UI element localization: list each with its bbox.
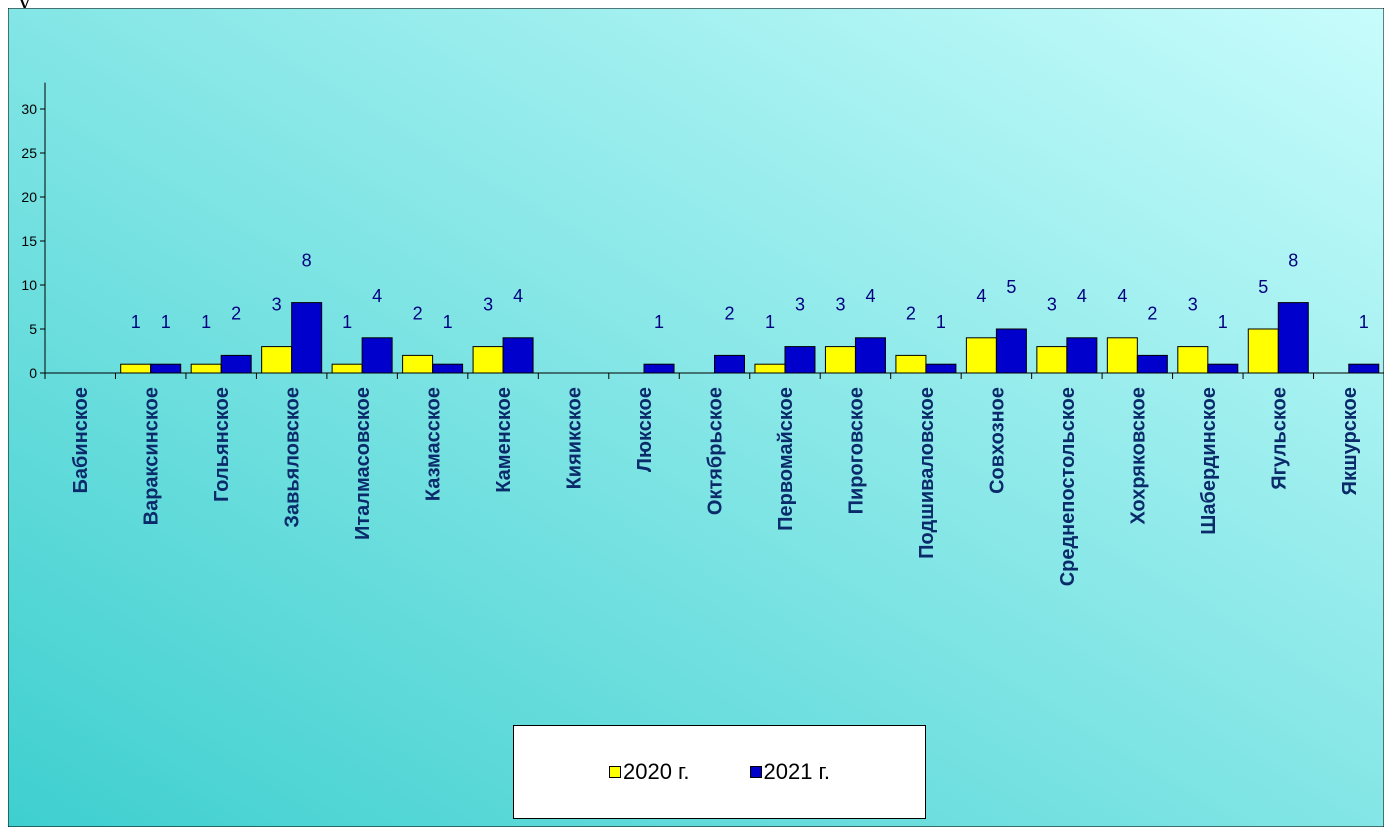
data-label-2021: 3 — [795, 295, 805, 315]
category-label: Якшурское — [1339, 387, 1361, 495]
bar-2020 — [824, 346, 856, 374]
bar-2021 — [854, 337, 886, 374]
bar-2021 — [1348, 363, 1380, 374]
data-label-2020: 2 — [906, 303, 916, 323]
category-label: Люкское — [634, 387, 656, 472]
legend-label-2021: 2021 г. — [763, 759, 831, 784]
data-label-2021: 1 — [161, 312, 171, 332]
bar-2020 — [472, 346, 504, 374]
bar-2020 — [895, 354, 927, 374]
data-label-2021: 2 — [1147, 303, 1157, 323]
bar-2021 — [432, 363, 464, 374]
bar-2020 — [190, 363, 222, 374]
data-label-2020: 3 — [1047, 295, 1057, 315]
data-label-2020: 1 — [342, 312, 352, 332]
bar-2021 — [1136, 354, 1168, 374]
data-label-2021: 1 — [936, 312, 946, 332]
data-label-2021: 1 — [1218, 312, 1228, 332]
category-label: Каменское — [493, 387, 515, 493]
bar-2021 — [784, 346, 816, 374]
category-label: Подшиваловское — [916, 387, 938, 559]
category-label: Пироговское — [845, 387, 867, 514]
data-label-2021: 5 — [1006, 277, 1016, 297]
category-label: Казмасское — [423, 387, 445, 501]
data-label-2020: 5 — [1258, 277, 1268, 297]
bar-2021 — [925, 363, 957, 374]
y-tick-label: 20 — [21, 189, 37, 205]
bar-2021 — [502, 337, 534, 374]
data-label-2021: 4 — [1077, 286, 1087, 306]
data-label-2020: 4 — [976, 286, 986, 306]
data-label-2021: 8 — [1288, 251, 1298, 271]
data-label-2021: 1 — [1359, 312, 1369, 332]
legend-swatch-2021 — [749, 766, 762, 778]
bar-2021 — [714, 354, 745, 374]
y-tick-label: 25 — [21, 145, 37, 161]
data-label-2021: 2 — [231, 303, 241, 323]
y-tick-label: 15 — [21, 233, 37, 249]
data-label-2020: 1 — [131, 312, 141, 332]
data-label-2021: 4 — [513, 286, 523, 306]
bar-2021 — [1277, 302, 1309, 374]
bar-2021 — [150, 363, 182, 374]
bar-2021 — [1207, 363, 1239, 374]
bar-2021 — [1066, 337, 1098, 374]
bar-2020 — [1106, 337, 1138, 374]
bar-2021 — [995, 328, 1027, 374]
data-label-2020: 1 — [765, 312, 775, 332]
bar-2020 — [1177, 346, 1209, 374]
category-label: Завьяловское — [282, 387, 304, 528]
category-label: Совхозное — [986, 387, 1008, 494]
bar-2020 — [120, 363, 152, 374]
chart-area: 0 5 10 15 20 25 30 Бабинское 1 1 Вараксинское 1 2 Гол… — [8, 8, 1384, 827]
category-label: Хохряковское — [1127, 387, 1149, 525]
data-label-2020: 3 — [272, 295, 282, 315]
data-label-2020: 3 — [835, 295, 845, 315]
y-tick-label: 0 — [29, 365, 37, 381]
data-label-2021: 8 — [302, 251, 312, 271]
legend-swatch-2020 — [608, 766, 621, 778]
chart-background — [8, 8, 1384, 827]
bar-2020 — [402, 354, 434, 374]
category-label: Гольянское — [211, 387, 233, 502]
legend-label-2020: 2020 г. — [622, 759, 690, 784]
bar-2020 — [261, 346, 293, 374]
data-label-2020: 3 — [483, 295, 493, 315]
bar-2021 — [643, 363, 675, 374]
data-label-2020: 4 — [1117, 286, 1127, 306]
bar-2020 — [331, 363, 363, 374]
category-label: Среднепостольское — [1057, 387, 1079, 586]
legend: 2020 г. 2021 г. — [513, 725, 926, 819]
bar-2021 — [220, 354, 252, 374]
category-label: Ягульское — [1268, 387, 1290, 490]
bar-2021 — [291, 302, 323, 374]
bar-2020 — [754, 363, 786, 374]
y-tick-label: 5 — [29, 321, 37, 337]
data-label-2021: 1 — [443, 312, 453, 332]
y-tick-label: 30 — [21, 101, 37, 117]
bar-2020 — [1036, 346, 1068, 374]
legend-item-2021: 2021 г. — [749, 759, 831, 785]
data-label-2020: 1 — [201, 312, 211, 332]
data-label-2021: 4 — [865, 286, 875, 306]
data-label-2021: 4 — [372, 286, 382, 306]
category-label: Вараксинское — [141, 387, 163, 525]
data-label-2020: 2 — [413, 303, 423, 323]
data-label-2021: 2 — [724, 303, 734, 323]
category-label: Кияикское — [564, 387, 586, 489]
bar-2020 — [1247, 328, 1279, 374]
category-label: Первомайское — [775, 387, 797, 531]
category-label: Шабердинское — [1198, 387, 1220, 535]
bar-2020 — [965, 337, 997, 374]
data-label-2020: 3 — [1188, 295, 1198, 315]
y-tick-label: 10 — [21, 277, 37, 293]
data-label-2021: 1 — [654, 312, 664, 332]
legend-item-2020: 2020 г. — [608, 759, 690, 785]
category-label: Италмасовское — [352, 387, 374, 540]
category-label: Октябрьское — [705, 387, 727, 515]
bar-2021 — [361, 337, 393, 374]
category-label: Бабинское — [70, 387, 92, 493]
